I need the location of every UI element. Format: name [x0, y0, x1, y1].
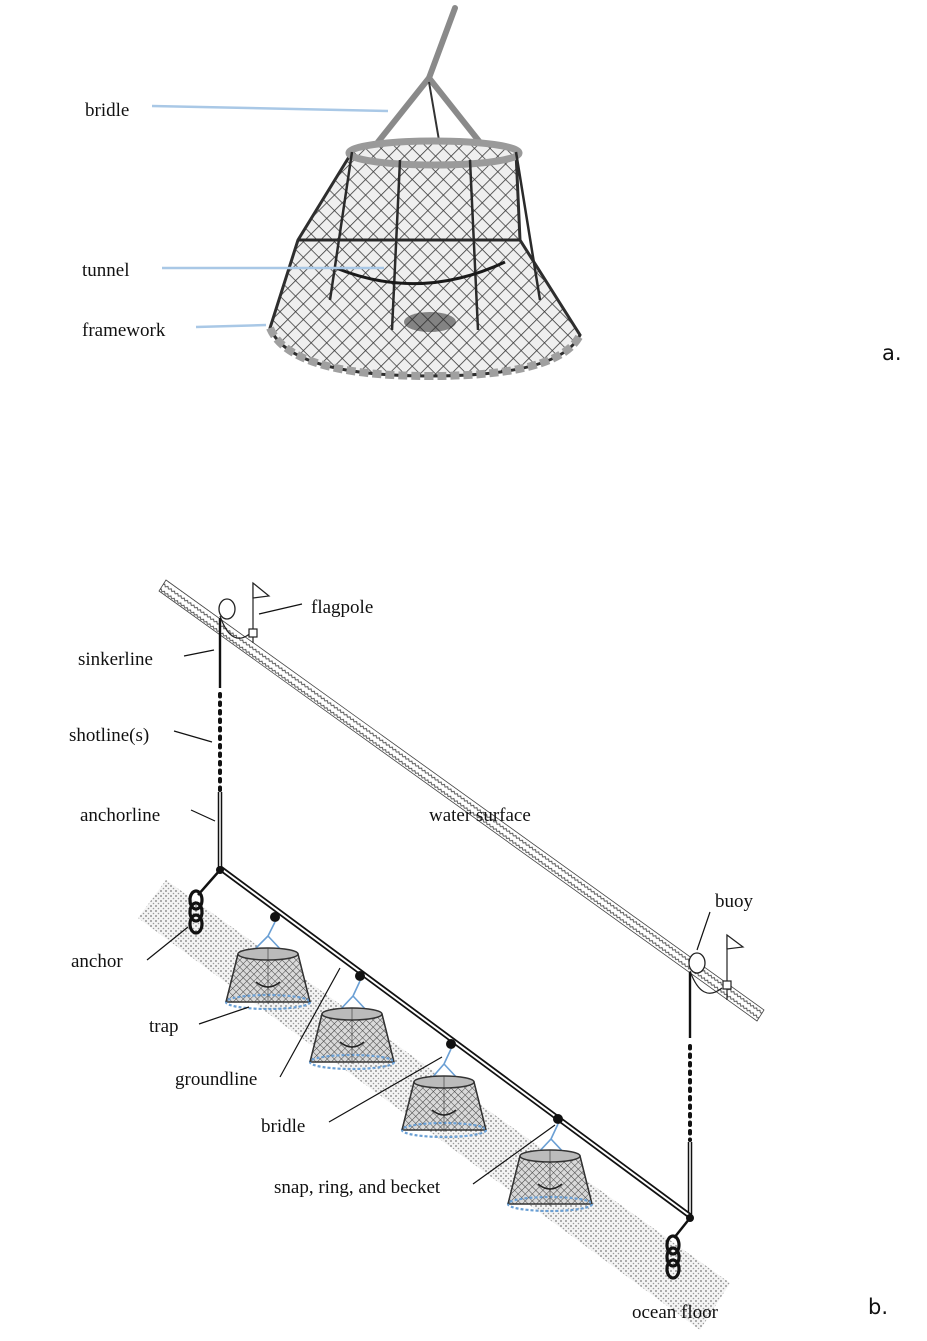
- trap-top-ring: [345, 137, 523, 169]
- right-float: [722, 980, 732, 990]
- flagpole-leader: [258, 603, 303, 615]
- groundline-leader: [279, 967, 341, 1078]
- trap-bottom-rope: [266, 326, 584, 381]
- bridle-label: bridle: [85, 100, 129, 121]
- snap-3: [446, 1039, 456, 1049]
- trap-illustration: [266, 5, 584, 381]
- trap-leader: [198, 1006, 250, 1025]
- snap-label: snap, ring, and becket: [274, 1177, 441, 1198]
- left-flag: [252, 581, 271, 599]
- bridle-rope-left: [375, 5, 458, 145]
- left-anchor-link: [197, 869, 221, 896]
- flagpole-label: flagpole: [311, 597, 373, 618]
- snap-1: [270, 912, 280, 922]
- shotlines-leader: [173, 730, 213, 743]
- left-buoy: [218, 598, 236, 620]
- frame-uprights: [328, 151, 542, 331]
- trap-3: [400, 1074, 488, 1139]
- groundline-label: groundline: [175, 1069, 257, 1090]
- water-surface-band: [158, 579, 765, 1022]
- left-float: [248, 628, 258, 638]
- shotlines-label: shotline(s): [69, 725, 149, 746]
- bridle-leader-b: [328, 1056, 443, 1123]
- bridle-rope-right: [426, 75, 489, 153]
- left-junction-dot: [216, 866, 224, 874]
- right-buoy-tether: [689, 970, 723, 994]
- framework-label: framework: [82, 320, 166, 341]
- right-junction-dot: [686, 1214, 694, 1222]
- left-buoy-assembly: [218, 581, 271, 643]
- buoy-leader: [696, 911, 711, 951]
- bridle-label-b: bridle: [261, 1116, 305, 1137]
- trap-1: [224, 946, 312, 1011]
- right-flag: [726, 933, 745, 950]
- anchor-leader: [146, 926, 189, 961]
- sinkerline-leader: [183, 649, 215, 657]
- sinkerline-label: sinkerline: [78, 649, 153, 670]
- snap-4: [553, 1114, 563, 1124]
- right-buoy-assembly: [688, 933, 745, 1000]
- panel-b-letter: b.: [868, 1295, 888, 1319]
- trap-4: [506, 1148, 594, 1213]
- bridle-leader: [151, 104, 389, 113]
- right-buoy: [688, 952, 706, 974]
- tunnel-label: tunnel: [82, 260, 130, 281]
- trap-tunnel: [335, 260, 506, 286]
- trap-label: trap: [149, 1016, 179, 1037]
- buoy-label: buoy: [715, 891, 754, 912]
- framework-leader: [195, 323, 267, 329]
- anchor-label: anchor: [71, 951, 123, 972]
- anchorline-label: anchorline: [80, 805, 160, 826]
- trap-bottom-eye: [404, 312, 456, 332]
- right-anchor-link: [673, 1217, 691, 1239]
- snap-2: [355, 971, 365, 981]
- panel-b-leaders: [146, 603, 711, 1185]
- anchorline-leader: [190, 809, 216, 822]
- ocean-floor-label: ocean floor: [632, 1302, 719, 1323]
- water-surface-label: water surface: [429, 805, 531, 826]
- trap-2: [308, 1006, 396, 1071]
- panel-a-letter: a.: [882, 341, 902, 365]
- snap-leader: [472, 1124, 556, 1185]
